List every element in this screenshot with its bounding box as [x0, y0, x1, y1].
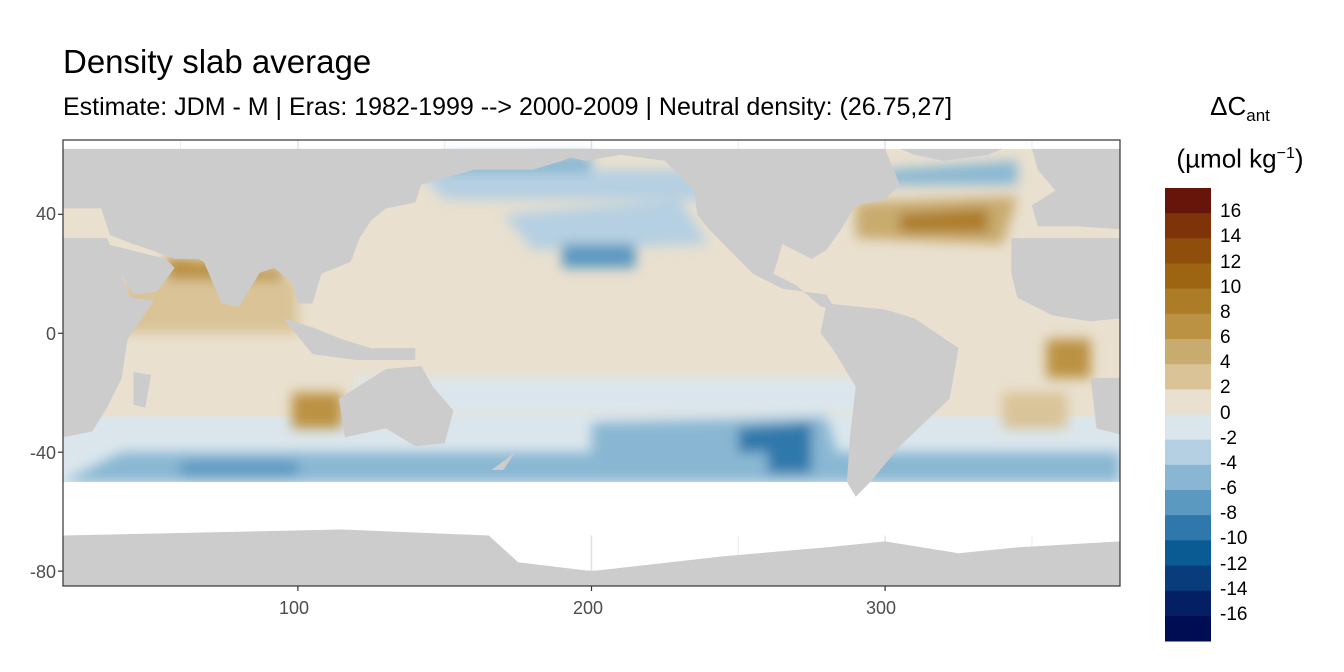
chart-title: Density slab average [63, 43, 372, 80]
y-tick-label: 40 [35, 204, 56, 224]
value-patch [767, 452, 812, 474]
value-patch [1046, 339, 1091, 378]
x-tick-label: 100 [278, 598, 310, 618]
value-patch [180, 461, 298, 476]
colorbar-swatch [1165, 464, 1211, 491]
value-patch [738, 422, 812, 453]
colorbar-swatch [1165, 515, 1211, 541]
chart-subtitle: Estimate: JDM - M | Eras: 1982-1999 --> … [63, 93, 953, 121]
y-tick-label: 0 [45, 324, 56, 344]
land-indonesia [283, 318, 416, 361]
colorbar-label: 14 [1220, 226, 1242, 248]
land-arabia [107, 244, 175, 295]
colorbar-swatch [1165, 213, 1211, 239]
land-north-america [532, 148, 900, 310]
x-tick-label: 300 [865, 598, 897, 618]
value-patch [503, 199, 709, 251]
y-tick-label: -80 [29, 562, 56, 582]
value-patch [1002, 392, 1068, 429]
colorbar-label: -8 [1220, 503, 1237, 525]
colorbar-swatch [1165, 540, 1211, 566]
colorbar-label: 4 [1220, 352, 1231, 374]
colorbar-swatch [1165, 263, 1211, 290]
land-india [203, 261, 263, 307]
colorbar-label: 16 [1220, 201, 1242, 223]
colorbar-label: -10 [1220, 528, 1248, 550]
colorbar-swatch [1165, 615, 1211, 642]
land-europe [1031, 148, 1120, 230]
y-tick-label: -40 [29, 443, 56, 463]
value-patch [885, 160, 1018, 185]
land-greenland [899, 148, 1003, 161]
land-africa [63, 238, 155, 438]
x-tick-label: 200 [572, 598, 604, 618]
no-data-band [63, 481, 1120, 536]
colorbar-swatch [1165, 490, 1211, 516]
colorbar-swatch [1165, 364, 1211, 390]
colorbar-label: 2 [1220, 377, 1231, 399]
value-patch [562, 244, 636, 268]
land-new-zealand [491, 443, 527, 471]
colorbar-label: -6 [1220, 478, 1237, 499]
land-australia [338, 365, 454, 447]
land-mask [63, 148, 1120, 586]
colorbar-label: 6 [1220, 327, 1231, 348]
colorbar-label: -4 [1220, 452, 1237, 474]
value-patch [292, 392, 342, 429]
colorbar-label: -14 [1220, 578, 1248, 600]
legend-title-line2: (µmol kg−1) [1176, 143, 1304, 174]
colorbar-swatch [1165, 288, 1211, 315]
land-south-africa [1090, 377, 1120, 435]
colorbar-swatch [1165, 414, 1211, 441]
colorbar-swatch [1165, 339, 1211, 365]
colorbar-label: -2 [1220, 427, 1237, 449]
colorbar-label: -12 [1220, 553, 1248, 575]
colorbar-swatch [1165, 565, 1211, 592]
colorbar-swatch [1165, 590, 1211, 617]
colorbar-label: 10 [1220, 276, 1242, 298]
legend-title-line1: ΔCant [1210, 91, 1270, 126]
colorbar-swatch [1165, 188, 1211, 214]
land-eurasia [63, 148, 592, 304]
colorbar [1165, 188, 1211, 642]
colorbar-swatch [1165, 313, 1211, 340]
colorbar-label: 0 [1220, 402, 1231, 424]
value-patch [356, 377, 886, 417]
land-antarctica [63, 529, 1120, 586]
land-south-america [820, 303, 959, 497]
land-madagascar [133, 371, 152, 408]
colorbar-swatch [1165, 238, 1211, 264]
colorbar-label: 12 [1220, 251, 1242, 273]
value-patch [899, 208, 988, 233]
value-patch [415, 169, 739, 200]
value-patch [121, 279, 298, 334]
colorbar-swatch [1165, 439, 1211, 466]
land-west-africa [1011, 238, 1120, 322]
colorbar-label: 8 [1220, 301, 1231, 323]
colorbar-label: -16 [1220, 603, 1248, 625]
colorbar-swatch [1165, 389, 1211, 415]
